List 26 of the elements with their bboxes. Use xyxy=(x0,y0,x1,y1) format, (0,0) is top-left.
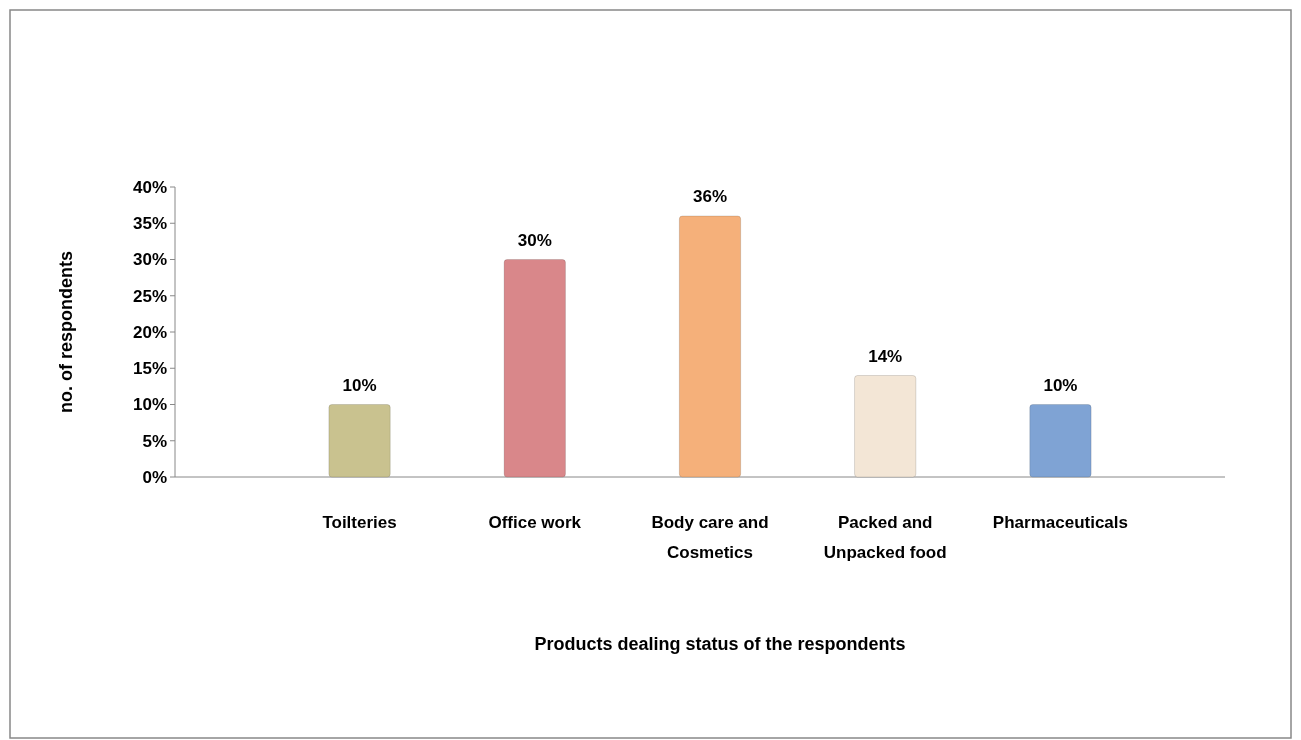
bar xyxy=(1029,404,1092,478)
bar xyxy=(854,375,917,478)
y-axis-title: no. of respondents xyxy=(56,251,76,413)
x-tick-label: Packed and Unpacked food xyxy=(823,513,947,562)
y-tick-label: 30% xyxy=(132,250,167,270)
y-tick-label: 10% xyxy=(132,395,167,415)
y-tick-label: 25% xyxy=(132,286,167,306)
x-tick-label: Body care and Cosmetics xyxy=(651,513,769,562)
data-label: 10% xyxy=(1043,375,1078,395)
y-tick-label: 40% xyxy=(132,177,167,197)
y-tick-label: 35% xyxy=(132,214,167,234)
y-tick-label: 20% xyxy=(132,322,167,342)
x-tick-label: Office work xyxy=(488,513,582,532)
x-axis-title: Products dealing status of the respondents xyxy=(534,634,906,654)
y-tick-label: 5% xyxy=(142,431,167,451)
data-label: 10% xyxy=(342,375,377,395)
y-tick-label: 15% xyxy=(132,359,167,379)
bar xyxy=(678,215,742,478)
y-tick-label: 0% xyxy=(142,467,167,487)
x-tick-label: Toilteries xyxy=(322,513,397,532)
x-tick-label: Pharmaceuticals xyxy=(992,513,1129,532)
data-label: 36% xyxy=(692,187,728,206)
data-label: 30% xyxy=(517,230,552,250)
data-label: 14% xyxy=(868,346,903,366)
bar xyxy=(503,259,566,478)
bar xyxy=(328,404,391,478)
